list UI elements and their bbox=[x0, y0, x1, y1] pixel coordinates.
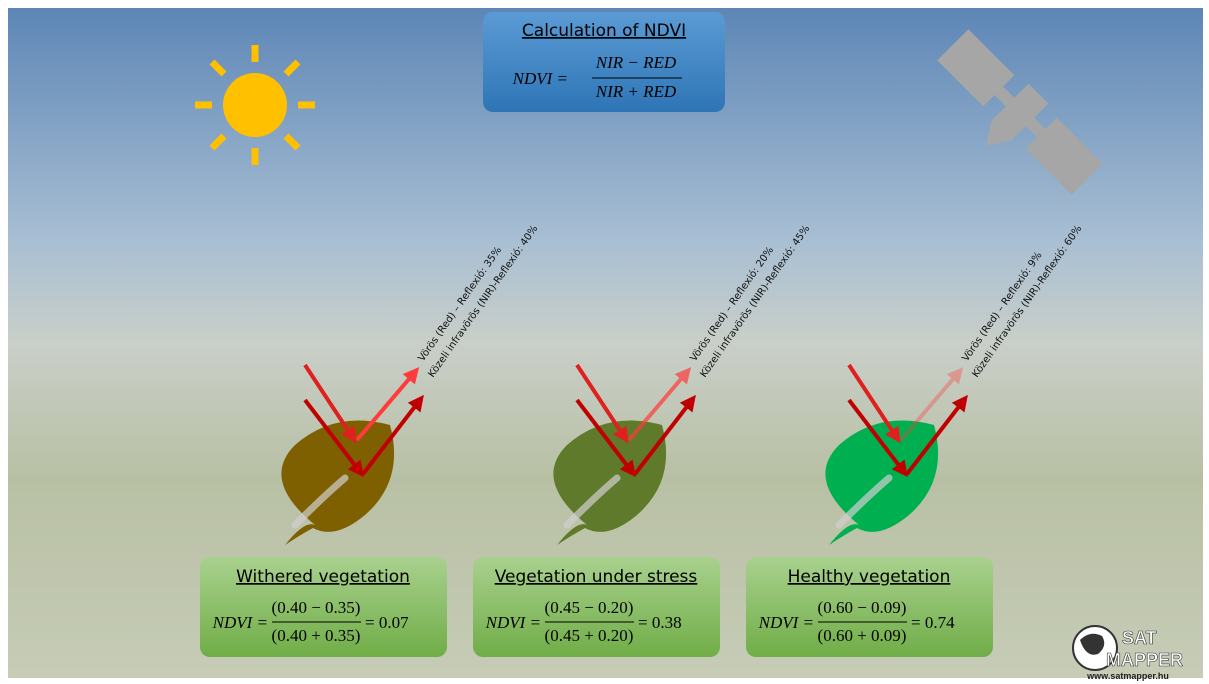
header-numerator: NIR − RED bbox=[595, 53, 677, 72]
panel-box bbox=[473, 557, 720, 657]
leaf-vein bbox=[563, 474, 621, 529]
panel-lhs: NDVI = bbox=[212, 613, 268, 632]
panel-numerator: (0.45 − 0.20) bbox=[545, 598, 634, 617]
arrow-out-nir bbox=[633, 394, 696, 476]
arrow-out-nir bbox=[361, 394, 424, 476]
arrow-in-red bbox=[303, 363, 357, 444]
arrow-in-red bbox=[847, 363, 901, 444]
panel-result: = 0.07 bbox=[365, 613, 409, 632]
panel-result: = 0.38 bbox=[638, 613, 682, 632]
satellite bbox=[937, 29, 1103, 195]
sun bbox=[195, 45, 315, 165]
arrow-in-nir bbox=[847, 398, 908, 478]
panel-denominator: (0.60 + 0.09) bbox=[818, 626, 907, 645]
panel-title: Withered vegetation bbox=[236, 567, 410, 587]
panel-title: Vegetation under stress bbox=[495, 567, 698, 587]
panel-denominator: (0.45 + 0.20) bbox=[545, 626, 634, 645]
panel-lhs: NDVI = bbox=[485, 613, 541, 632]
arrow-out-nir bbox=[905, 394, 968, 476]
panel-box bbox=[746, 557, 993, 657]
arrow-in-nir bbox=[303, 398, 364, 478]
logo: SAT MAPPER www.satmapper.hu bbox=[1072, 625, 1183, 681]
panel-numerator: (0.60 − 0.09) bbox=[818, 598, 907, 617]
header-denominator: NIR + RED bbox=[595, 82, 677, 101]
panel-box bbox=[200, 557, 447, 657]
leaf-vein bbox=[291, 474, 349, 529]
header-title: Calculation of NDVI bbox=[522, 21, 686, 41]
header-box bbox=[483, 12, 725, 112]
arrow-in-nir bbox=[575, 398, 636, 478]
panel-denominator: (0.40 + 0.35) bbox=[272, 626, 361, 645]
leaf-vein bbox=[835, 474, 893, 529]
logo-sat: SAT bbox=[1122, 628, 1157, 648]
arrow-out-red bbox=[355, 367, 420, 442]
panel-lhs: NDVI = bbox=[758, 613, 814, 632]
panel-result: = 0.74 bbox=[911, 613, 955, 632]
logo-url: www.satmapper.hu bbox=[1086, 671, 1169, 681]
arrow-in-red bbox=[575, 363, 629, 444]
logo-mapper: MAPPER bbox=[1106, 650, 1183, 670]
panel-title: Healthy vegetation bbox=[788, 567, 951, 587]
arrow-out-red bbox=[627, 367, 692, 442]
arrow-out-red bbox=[899, 367, 964, 442]
panel-numerator: (0.40 − 0.35) bbox=[272, 598, 361, 617]
header-lhs: NDVI = bbox=[512, 69, 568, 88]
